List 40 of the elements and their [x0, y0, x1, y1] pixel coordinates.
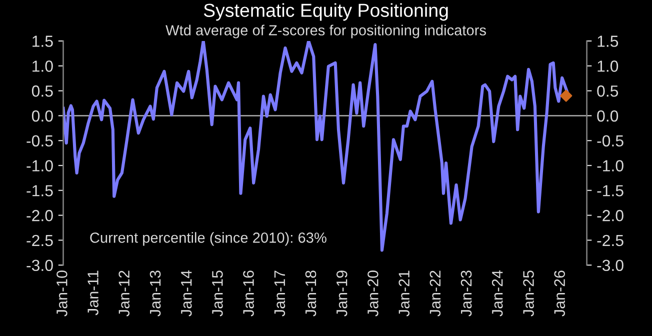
x-tick-label: Jan-17 — [274, 270, 286, 316]
x-tick-label: Jan-24 — [492, 270, 503, 316]
y2-tick-label: -2.0 — [597, 210, 624, 222]
y2-tick-label: 1.0 — [598, 60, 618, 72]
y-tick-label: 1.0 — [32, 60, 53, 72]
y2-tick-label: -2.5 — [597, 234, 624, 246]
x-tick-label: Jan-13 — [150, 270, 161, 316]
y2-tick-label: -0.5 — [597, 135, 624, 147]
y-tick-label: -1.0 — [26, 160, 53, 172]
x-tick-label: Jan-15 — [212, 270, 223, 316]
x-tick-label: Jan-12 — [118, 270, 130, 316]
x-tick-label: Jan-21 — [398, 270, 410, 316]
y-tick-label: -3.0 — [26, 260, 53, 272]
x-tick-label: Jan-23 — [460, 270, 472, 316]
y-tick-label: -1.5 — [26, 185, 53, 196]
y2-tick-label: 0.5 — [597, 85, 618, 97]
x-tick-label: Jan-25 — [523, 270, 534, 316]
y2-tick-label: -3.0 — [597, 260, 624, 272]
y-tick-label: -2.0 — [26, 210, 53, 222]
chart-subtitle: Wtd average of Z-scores for positioning indicators — [166, 24, 486, 38]
y2-tick-label: 0.0 — [597, 110, 618, 122]
y2-tick-label: -1.0 — [597, 160, 624, 172]
y2-tick-label: -1.5 — [597, 185, 624, 196]
annotation: Current percentile (since 2010): 63% — [90, 232, 326, 246]
x-tick-label: Jan-26 — [554, 270, 566, 316]
x-tick-label: Jan-18 — [305, 270, 316, 316]
y-tick-label: 0.5 — [32, 85, 53, 97]
y-tick-label: -2.5 — [26, 234, 53, 246]
y-tick-label: -0.5 — [26, 135, 53, 147]
y-tick-label: 1.5 — [32, 36, 53, 47]
y2-tick-label: 1.5 — [598, 36, 618, 47]
x-tick-label: Jan-22 — [430, 270, 441, 316]
y-tick-label: 0.0 — [32, 110, 53, 122]
x-tick-label: Jan-14 — [181, 270, 192, 316]
chart-title: Systematic Equity Positioning — [204, 3, 448, 21]
x-tick-label: Jan-11 — [88, 270, 98, 316]
x-tick-label: Jan-20 — [368, 270, 378, 316]
x-tick-label: Jan-16 — [243, 270, 254, 316]
x-tick-label: Jan-10 — [56, 270, 68, 316]
x-tick-label: Jan-19 — [336, 270, 348, 316]
